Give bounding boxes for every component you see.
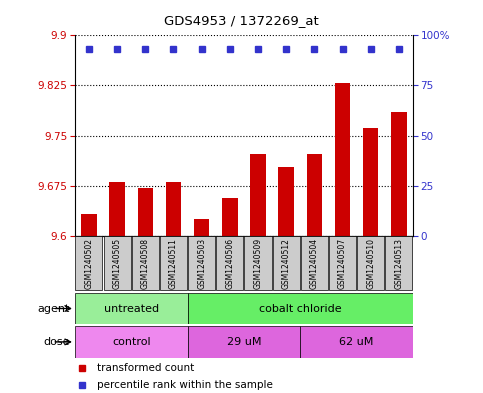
Text: 62 uM: 62 uM [340, 337, 374, 347]
Text: GSM1240511: GSM1240511 [169, 238, 178, 289]
Bar [272, 236, 299, 290]
Bar [329, 236, 356, 290]
Bar [300, 326, 413, 358]
Bar [307, 154, 322, 236]
Bar [75, 236, 102, 290]
Text: GSM1240508: GSM1240508 [141, 238, 150, 289]
Text: GSM1240506: GSM1240506 [226, 238, 234, 289]
Bar [138, 188, 153, 236]
Text: dose: dose [43, 337, 70, 347]
Text: GSM1240512: GSM1240512 [282, 238, 291, 289]
Bar [250, 154, 266, 236]
Bar [301, 236, 328, 290]
Bar [187, 293, 413, 324]
Text: GDS4953 / 1372269_at: GDS4953 / 1372269_at [164, 14, 319, 27]
Text: GSM1240510: GSM1240510 [366, 238, 375, 289]
Text: GSM1240504: GSM1240504 [310, 238, 319, 289]
Bar [103, 236, 130, 290]
Text: GSM1240502: GSM1240502 [85, 238, 93, 289]
Text: 29 uM: 29 uM [227, 337, 261, 347]
Bar [132, 236, 159, 290]
Bar [166, 182, 181, 236]
Bar [363, 128, 379, 236]
Bar [278, 167, 294, 236]
Text: GSM1240507: GSM1240507 [338, 238, 347, 289]
Text: control: control [112, 337, 151, 347]
Text: GSM1240513: GSM1240513 [395, 238, 403, 289]
Text: GSM1240503: GSM1240503 [197, 238, 206, 289]
Bar [244, 236, 271, 290]
Text: percentile rank within the sample: percentile rank within the sample [97, 380, 273, 390]
Bar [385, 236, 412, 290]
Bar [109, 182, 125, 236]
Bar [188, 236, 215, 290]
Bar [194, 219, 210, 236]
Bar [335, 83, 350, 236]
Text: cobalt chloride: cobalt chloride [259, 303, 341, 314]
Bar [160, 236, 187, 290]
Text: transformed count: transformed count [97, 362, 194, 373]
Bar [75, 293, 187, 324]
Text: GSM1240509: GSM1240509 [254, 238, 262, 289]
Text: agent: agent [38, 303, 70, 314]
Bar [357, 236, 384, 290]
Bar [222, 198, 238, 236]
Bar [75, 326, 187, 358]
Bar [216, 236, 243, 290]
Bar [81, 215, 97, 236]
Bar [391, 112, 407, 236]
Bar [187, 326, 300, 358]
Text: untreated: untreated [104, 303, 159, 314]
Text: GSM1240505: GSM1240505 [113, 238, 122, 289]
